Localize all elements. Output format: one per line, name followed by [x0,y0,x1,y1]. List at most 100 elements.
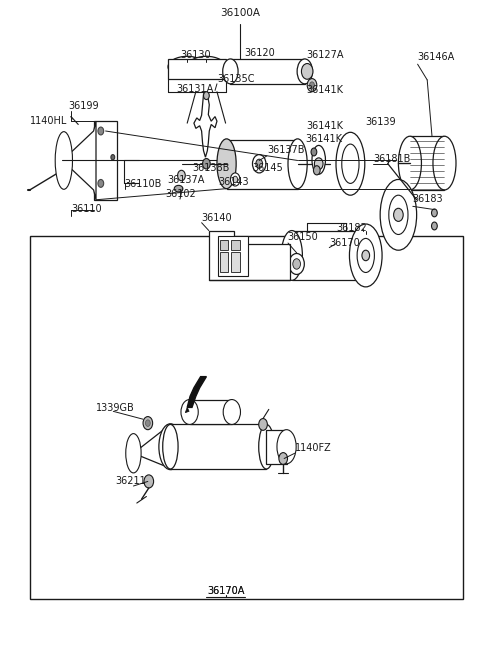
Text: 36120: 36120 [244,48,275,58]
Ellipse shape [168,56,206,77]
Ellipse shape [223,400,240,424]
Circle shape [432,209,437,217]
Ellipse shape [233,176,238,183]
Bar [230,59,305,84]
Circle shape [98,179,104,187]
Text: 36141K: 36141K [306,121,343,131]
Text: 36127A: 36127A [306,50,344,60]
Bar [292,231,363,280]
Text: 36170A: 36170A [207,586,244,596]
Ellipse shape [223,59,238,84]
Text: 36145: 36145 [252,163,283,173]
Text: 36211: 36211 [115,476,146,486]
Polygon shape [187,377,206,407]
Circle shape [313,166,320,175]
Circle shape [432,222,437,230]
Bar [94,121,117,200]
Ellipse shape [256,159,263,168]
Ellipse shape [165,435,176,458]
Text: 36139: 36139 [366,117,396,127]
Polygon shape [62,121,96,200]
Bar [168,59,226,79]
Circle shape [311,148,317,156]
Circle shape [204,92,209,100]
Bar [231,240,240,250]
Ellipse shape [187,56,226,77]
Ellipse shape [301,64,313,79]
Bar [190,400,232,424]
Ellipse shape [289,253,304,274]
Circle shape [145,420,150,426]
Ellipse shape [181,400,198,424]
Polygon shape [133,424,177,468]
Ellipse shape [314,158,323,170]
Circle shape [144,475,154,488]
Text: 1140FZ: 1140FZ [295,443,332,453]
Ellipse shape [293,259,300,269]
Text: 36102: 36102 [165,189,196,199]
Ellipse shape [389,195,408,234]
Text: 36141K: 36141K [305,134,342,144]
Ellipse shape [398,136,421,190]
Text: 36110: 36110 [71,204,102,214]
Ellipse shape [217,139,236,189]
Ellipse shape [163,424,178,469]
Ellipse shape [349,224,382,287]
Circle shape [394,208,403,221]
Ellipse shape [126,434,141,473]
Ellipse shape [252,155,266,173]
Circle shape [111,155,115,160]
Bar [218,236,248,276]
Ellipse shape [178,170,185,181]
Ellipse shape [297,59,312,84]
Text: 36137A: 36137A [167,175,204,185]
Ellipse shape [342,144,359,183]
Text: 1140HL: 1140HL [30,116,67,126]
Text: 36199: 36199 [68,102,99,111]
Text: 36135C: 36135C [217,74,254,84]
Circle shape [279,453,288,464]
Ellipse shape [336,132,365,195]
Bar [220,240,228,250]
Text: 36100A: 36100A [220,9,260,18]
Ellipse shape [230,173,240,186]
Ellipse shape [174,185,183,192]
Polygon shape [185,407,189,413]
Circle shape [307,79,317,92]
Ellipse shape [159,424,182,470]
Bar [410,136,444,190]
Text: 36170: 36170 [329,238,360,248]
Circle shape [310,82,314,88]
Bar [231,252,240,272]
Ellipse shape [55,132,72,189]
Text: 36146A: 36146A [418,52,455,62]
Text: 1339GB: 1339GB [96,403,135,413]
Circle shape [259,419,267,430]
Ellipse shape [357,238,374,272]
Text: 36141K: 36141K [306,85,343,95]
Ellipse shape [281,231,302,280]
Text: 36182: 36182 [336,223,367,233]
Bar [30,236,463,599]
Bar [170,424,266,469]
Text: 36130: 36130 [180,50,211,60]
Text: 36110B: 36110B [124,179,161,189]
Text: 36181B: 36181B [373,154,411,164]
Text: 36131A: 36131A [177,84,214,94]
Bar [266,430,287,464]
Ellipse shape [203,159,210,169]
Text: 36150: 36150 [287,233,318,242]
Text: 36143: 36143 [218,178,249,187]
Ellipse shape [288,139,307,189]
Bar [220,252,228,272]
Ellipse shape [277,430,296,464]
Text: 36138B: 36138B [192,163,229,173]
Ellipse shape [380,179,417,250]
Ellipse shape [352,231,373,280]
Text: 36140: 36140 [202,213,232,223]
Polygon shape [194,92,217,157]
Circle shape [362,250,370,261]
Circle shape [98,127,104,135]
Circle shape [143,417,153,430]
Text: 36170A: 36170A [207,586,244,596]
